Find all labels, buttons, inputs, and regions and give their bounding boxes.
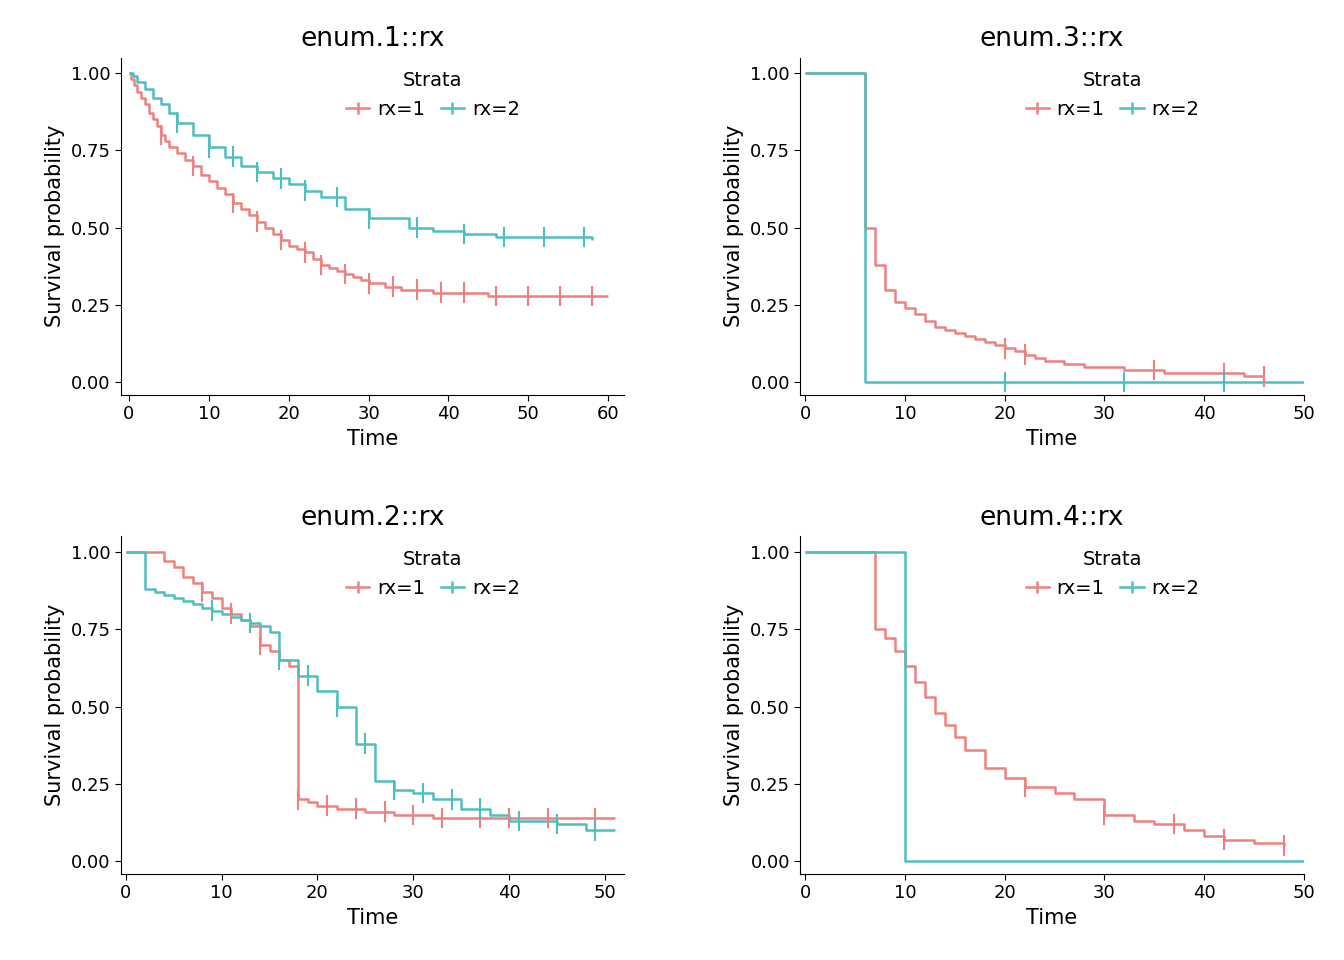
X-axis label: Time: Time xyxy=(1027,907,1078,927)
Legend: rx=1, rx=2: rx=1, rx=2 xyxy=(343,67,524,123)
X-axis label: Time: Time xyxy=(347,907,398,927)
Title: enum.3::rx: enum.3::rx xyxy=(980,27,1125,53)
Y-axis label: Survival probability: Survival probability xyxy=(44,125,65,327)
Title: enum.2::rx: enum.2::rx xyxy=(300,505,445,531)
X-axis label: Time: Time xyxy=(347,429,398,448)
Legend: rx=1, rx=2: rx=1, rx=2 xyxy=(343,546,524,602)
Legend: rx=1, rx=2: rx=1, rx=2 xyxy=(1021,67,1203,123)
Y-axis label: Survival probability: Survival probability xyxy=(724,604,745,806)
Title: enum.1::rx: enum.1::rx xyxy=(300,27,445,53)
Y-axis label: Survival probability: Survival probability xyxy=(724,125,745,327)
Title: enum.4::rx: enum.4::rx xyxy=(980,505,1125,531)
X-axis label: Time: Time xyxy=(1027,429,1078,448)
Legend: rx=1, rx=2: rx=1, rx=2 xyxy=(1021,546,1203,602)
Y-axis label: Survival probability: Survival probability xyxy=(44,604,65,806)
